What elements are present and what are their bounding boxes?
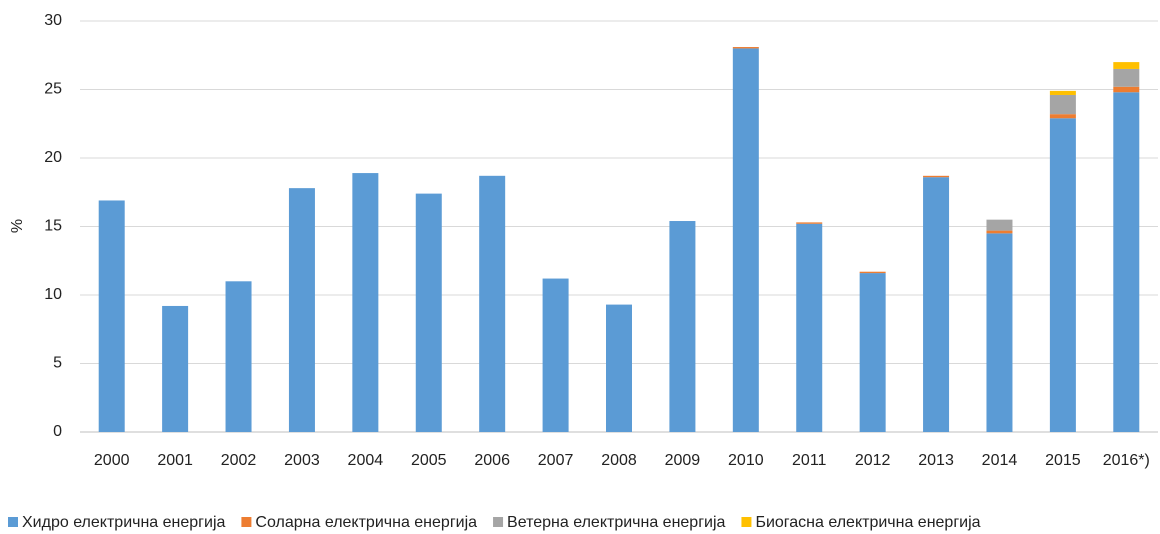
- y-tick-label: 20: [44, 149, 62, 166]
- bar-segment: [606, 304, 632, 432]
- legend-label: Биогасна електрична енергија: [755, 514, 980, 531]
- bar-segment: [1049, 94, 1076, 115]
- bar-segment: [1049, 114, 1076, 119]
- y-axis-label: %: [9, 219, 26, 233]
- bar-segment: [986, 230, 1013, 234]
- x-tick-label: 2008: [601, 452, 637, 469]
- x-tick-label: 2004: [348, 452, 384, 469]
- x-tick-label: 2007: [538, 452, 574, 469]
- x-tick-label: 2009: [665, 452, 701, 469]
- bar-segment: [162, 305, 189, 432]
- legend-label: Соларна електрична енергија: [255, 514, 477, 531]
- y-tick-label: 30: [44, 12, 62, 29]
- bar-segment: [1113, 86, 1140, 93]
- x-tick-label: 2006: [474, 452, 510, 469]
- bar-segment: [859, 273, 886, 432]
- x-tick-label: 2012: [855, 452, 891, 469]
- bar-segment: [1113, 68, 1140, 87]
- bar-segment: [923, 177, 950, 432]
- bar-segment: [479, 175, 506, 432]
- x-tick-label: 2010: [728, 452, 764, 469]
- bar-segment: [923, 175, 950, 178]
- x-tick-label: 2003: [284, 452, 320, 469]
- x-tick-label: 2014: [982, 452, 1018, 469]
- bar-segment: [859, 271, 886, 274]
- y-tick-label: 5: [53, 355, 62, 372]
- bar-segment: [732, 47, 759, 49]
- legend-label: Ветерна електрична енергија: [507, 514, 725, 531]
- legend-swatch: [493, 517, 504, 527]
- x-tick-label: 2011: [792, 452, 827, 469]
- legend-swatch: [8, 517, 18, 527]
- x-tick-label: 2005: [411, 452, 447, 469]
- bar-segment: [1049, 90, 1076, 95]
- y-tick-label: 0: [53, 423, 62, 440]
- x-tick-label: 2001: [157, 452, 193, 469]
- legend-swatch: [241, 517, 252, 527]
- bar-segment: [1113, 62, 1140, 69]
- x-tick-label: 2002: [221, 452, 257, 469]
- bar-segment: [225, 281, 252, 432]
- y-tick-label: 25: [44, 81, 62, 98]
- x-tick-label: 2000: [94, 452, 130, 469]
- y-tick-label: 10: [44, 286, 62, 303]
- bar-segment: [796, 222, 823, 224]
- x-tick-label: 2013: [918, 452, 954, 469]
- legend-swatch: [741, 517, 752, 527]
- legend-label: Хидро електрична енергија: [22, 514, 226, 531]
- bar-segment: [415, 193, 442, 432]
- bar-segment: [1113, 92, 1140, 433]
- bar-segment: [1049, 118, 1076, 433]
- bar-segment: [352, 173, 379, 432]
- bar-segment: [98, 200, 125, 432]
- bar-segment: [796, 223, 823, 432]
- bar-segment: [669, 221, 696, 432]
- bar-segment: [542, 278, 569, 432]
- y-tick-label: 15: [44, 218, 62, 235]
- bar-segment: [732, 48, 759, 433]
- x-tick-label: 2016*): [1103, 452, 1150, 469]
- bar-segment: [288, 188, 315, 432]
- bar-segment: [986, 233, 1013, 432]
- x-tick-label: 2015: [1045, 452, 1081, 469]
- bar-segment: [986, 219, 1013, 231]
